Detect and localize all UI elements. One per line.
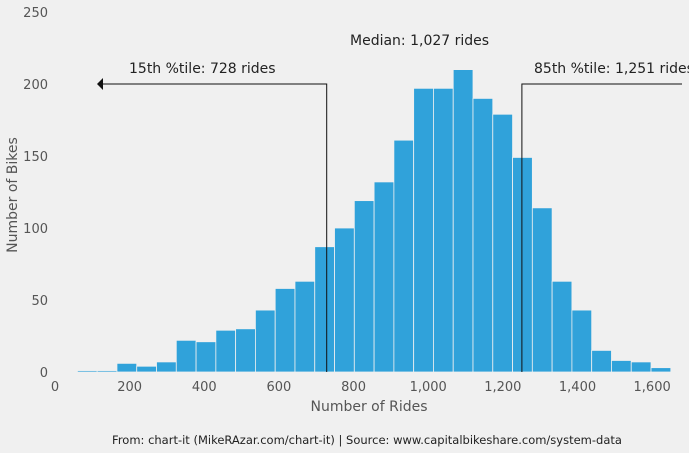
x-tick-label: 600: [267, 380, 292, 395]
y-tick-label: 0: [40, 366, 48, 381]
p85-label: 85th %tile: 1,251 rides: [534, 61, 689, 77]
histogram-bar: [630, 361, 652, 373]
histogram-bar: [334, 227, 355, 373]
histogram-bar: [116, 362, 138, 373]
y-tick-label: 50: [31, 294, 48, 309]
histogram-bar: [353, 200, 375, 373]
x-tick-label: 1,400: [559, 380, 596, 395]
x-tick-label: 800: [341, 380, 366, 395]
p15-label: 15th %tile: 728 rides: [129, 61, 276, 77]
y-axis-ticks: 0 50 100 150 200 250: [23, 6, 48, 381]
p85-marker-line: [521, 83, 682, 372]
x-axis-label: Number of Rides: [310, 399, 427, 415]
histogram-bar: [591, 349, 612, 373]
x-tick-label: 200: [117, 380, 142, 395]
y-tick-label: 150: [23, 150, 48, 165]
histogram-bar: [413, 87, 434, 373]
histogram-bar: [195, 341, 217, 373]
histogram-bars: [76, 69, 672, 373]
histogram-bar: [373, 181, 395, 373]
histogram-bar: [571, 309, 593, 373]
histogram-bar: [512, 157, 533, 373]
histogram-bar: [294, 280, 316, 373]
histogram-bar: [611, 360, 632, 373]
histogram-bar: [551, 280, 573, 373]
histogram-bar: [452, 69, 474, 373]
histogram-bar: [156, 361, 177, 373]
histogram-bar: [650, 367, 672, 373]
x-tick-label: 1,600: [634, 380, 671, 395]
p15-marker-line: [102, 83, 328, 372]
histogram-bar: [274, 288, 296, 373]
histogram-bar: [96, 370, 118, 373]
p15-arrowhead: [97, 78, 103, 90]
histogram-bar: [393, 139, 415, 373]
x-tick-label: 400: [192, 380, 217, 395]
histogram-bar: [433, 87, 454, 373]
y-tick-label: 250: [23, 6, 48, 21]
percentile-annotations: 15th %tile: 728 rides Median: 1,027 ride…: [97, 33, 689, 372]
histogram-bar: [472, 98, 494, 373]
chart-footer-source: From: chart-it (MikeRAzar.com/chart-it) …: [112, 433, 622, 447]
histogram-bar: [76, 370, 98, 373]
y-tick-label: 100: [23, 222, 48, 237]
y-tick-label: 200: [23, 78, 48, 93]
histogram-bar: [314, 246, 335, 373]
histogram-bar: [175, 339, 197, 373]
median-label: Median: 1,027 rides: [350, 33, 489, 49]
y-axis-label: Number of Bikes: [5, 137, 21, 253]
histogram-bar: [492, 113, 513, 373]
histogram-bar: [235, 328, 256, 373]
x-tick-label: 1,000: [410, 380, 447, 395]
histogram-bar: [136, 365, 157, 373]
x-tick-label: 0: [51, 380, 59, 395]
histogram-bar: [255, 309, 276, 373]
x-tick-label: 1,200: [484, 380, 521, 395]
x-axis-ticks: 0 200 400 600 800 1,000 1,200 1,400 1,600: [51, 380, 671, 395]
histogram-bar: [531, 207, 553, 373]
histogram-bar: [215, 329, 237, 373]
